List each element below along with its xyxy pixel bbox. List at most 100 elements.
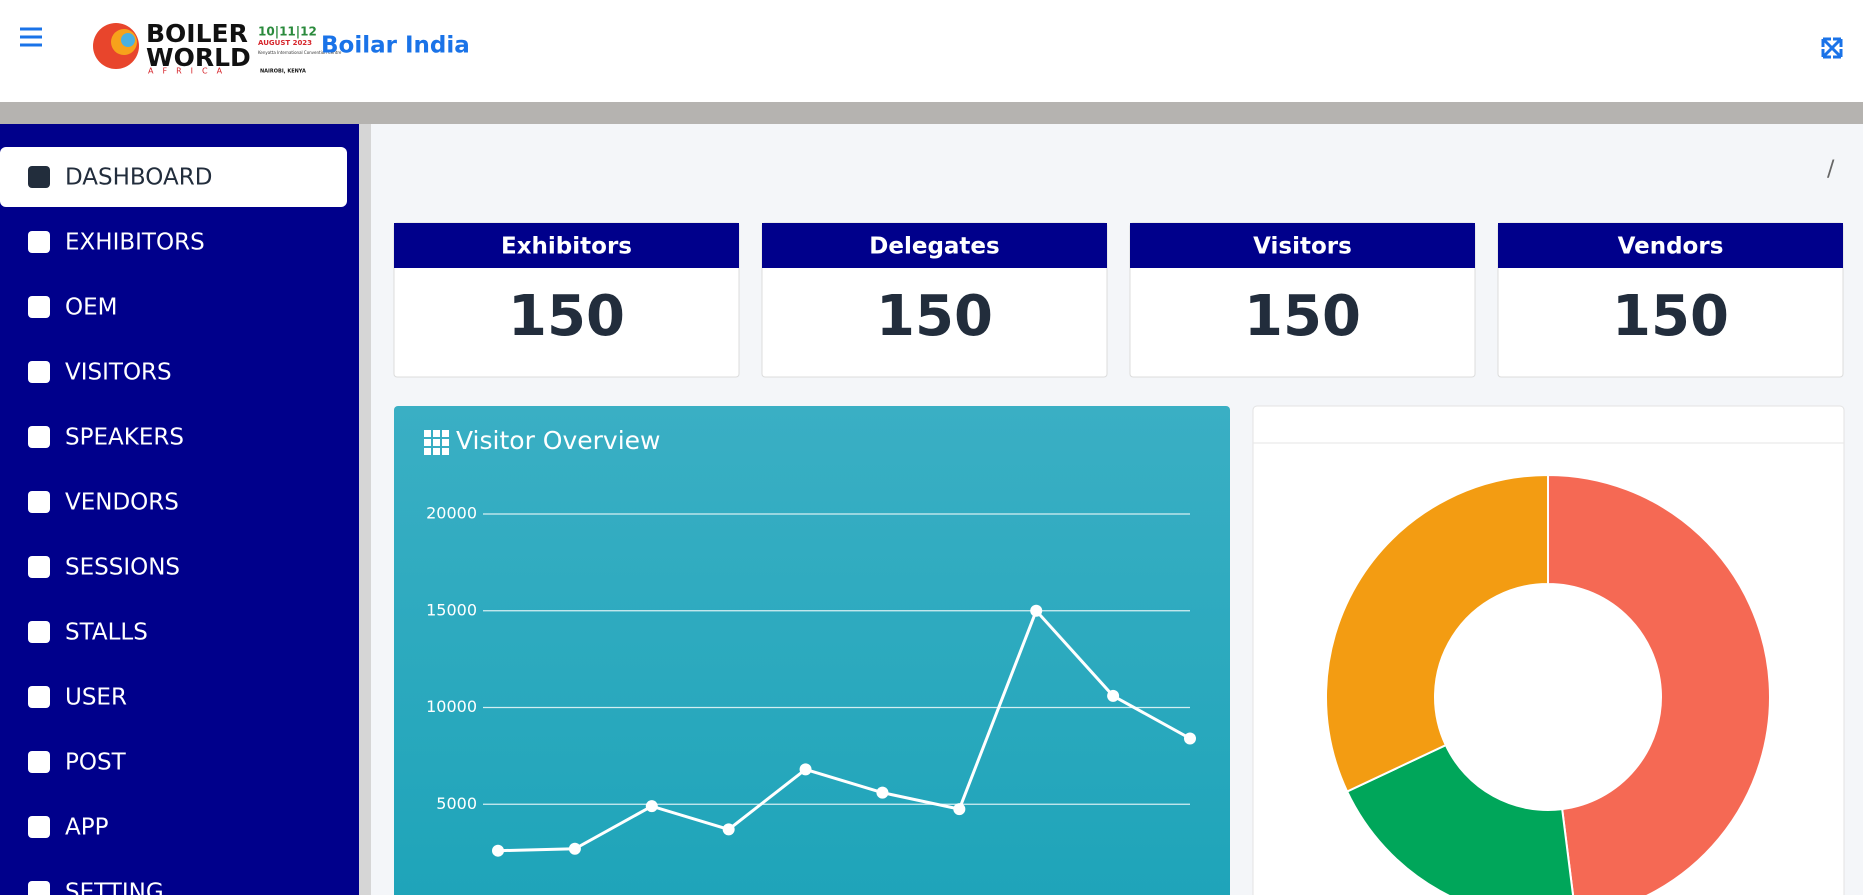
menu-item[interactable]: APP <box>28 815 109 841</box>
menu-icon <box>28 426 50 448</box>
card-title: Visitors <box>1253 234 1352 260</box>
card-value: 150 <box>508 284 625 349</box>
menu-item[interactable]: SESSIONS <box>28 555 180 581</box>
icon-cell <box>442 430 449 437</box>
card-value: 150 <box>1244 284 1361 349</box>
menu-label: SPEAKERS <box>65 425 184 451</box>
card-title: Delegates <box>869 234 999 260</box>
header-shadow <box>0 102 1863 124</box>
menu-item[interactable]: VISITORS <box>28 360 172 386</box>
menu-item[interactable]: SETTING <box>28 880 164 895</box>
logo-venue: Kenyatta International Convention Centre <box>258 50 342 55</box>
card-header <box>1498 223 1843 268</box>
fullscreen-glyph <box>1821 37 1843 59</box>
menu-icon <box>28 881 50 895</box>
point <box>1184 732 1196 745</box>
point <box>568 842 581 855</box>
icon-cell <box>424 439 431 446</box>
menu-label: VENDORS <box>65 490 179 516</box>
point <box>1107 689 1120 702</box>
menu-item[interactable]: USER <box>28 685 127 711</box>
y-tick-label: 5000 <box>436 794 477 813</box>
menu-item[interactable]: OEM <box>28 295 117 321</box>
point <box>1030 604 1043 617</box>
line-chart-panel <box>394 406 1230 895</box>
menu-item[interactable]: DASHBOARD <box>0 147 347 207</box>
menu-icon <box>28 296 50 318</box>
menu-icon <box>28 621 50 643</box>
logo-text: WORLD <box>146 43 251 72</box>
logo-dates: 10|11|12 <box>258 25 317 39</box>
menu-label: DASHBOARD <box>65 165 212 191</box>
stat-card: Vendors 150 <box>1497 222 1844 378</box>
menu-icon <box>28 556 50 578</box>
point <box>953 803 966 816</box>
menu-label: POST <box>65 750 127 776</box>
menu-item[interactable]: POST <box>28 750 127 776</box>
menu-label: SETTING <box>65 880 164 895</box>
icon-cell <box>442 448 449 455</box>
icon-cell <box>433 439 440 446</box>
menu-icon <box>28 686 50 708</box>
donut-slice <box>1325 473 1549 793</box>
icon-cell <box>424 448 431 455</box>
sidebar-edge <box>359 124 371 895</box>
point <box>799 763 812 776</box>
menu-label: SESSIONS <box>65 555 180 581</box>
icon-cell <box>433 448 440 455</box>
menu-label: APP <box>65 815 109 841</box>
line <box>497 607 1191 853</box>
header-bar <box>0 0 1863 102</box>
menu-item[interactable]: VENDORS <box>28 490 179 516</box>
y-tick-label: 10000 <box>426 697 477 716</box>
point <box>645 800 658 813</box>
menu-icon <box>28 166 50 188</box>
logo: BOILER WORLD AFRICA 10|11|12 AUGUST 2023… <box>93 19 342 76</box>
menu-icon <box>28 491 50 513</box>
card-header <box>394 223 739 268</box>
card-value: 150 <box>1612 284 1729 349</box>
grid-icon <box>424 430 449 455</box>
logo-text: BOILER <box>146 19 248 48</box>
icon-cell <box>433 430 440 437</box>
menu-label: OEM <box>65 295 117 321</box>
menu-item[interactable]: EXHIBITORS <box>28 230 205 256</box>
menu-label: USER <box>65 685 127 711</box>
point <box>876 786 889 799</box>
menu-icon <box>28 361 50 383</box>
card-header <box>762 223 1107 268</box>
menu-icon <box>28 231 50 253</box>
logo-month: AUGUST 2023 <box>258 39 312 47</box>
y-tick-label: 15000 <box>426 600 477 619</box>
point <box>722 823 735 836</box>
stat-card: Delegates 150 <box>761 222 1108 378</box>
menu-icon <box>28 816 50 838</box>
breadcrumb: / <box>1827 157 1835 182</box>
menu-label: STALLS <box>65 620 148 646</box>
card-title: Exhibitors <box>501 234 632 260</box>
logo-text: AFRICA <box>148 67 231 76</box>
stat-card: Visitors 150 <box>1129 222 1476 378</box>
y-tick-label: 20000 <box>426 504 477 523</box>
menu-item[interactable]: STALLS <box>28 620 148 646</box>
fullscreen-icon[interactable] <box>1821 37 1843 59</box>
card-value: 150 <box>876 284 993 349</box>
point <box>492 844 504 857</box>
logo-city: NAIROBI, KENYA <box>260 69 306 75</box>
donut-slice <box>1547 473 1771 895</box>
icon-cell <box>442 439 449 446</box>
card-header <box>1130 223 1475 268</box>
menu-label: VISITORS <box>65 360 172 386</box>
card-title: Vendors <box>1618 234 1724 260</box>
logo-flame <box>121 33 135 47</box>
stat-card: Exhibitors 150 <box>393 222 740 378</box>
menu-icon <box>28 751 50 773</box>
hamburger[interactable] <box>20 27 42 47</box>
donut-slice <box>1345 743 1575 895</box>
menu-item[interactable]: SPEAKERS <box>28 425 184 451</box>
menu-label: EXHIBITORS <box>65 230 205 256</box>
brand[interactable]: Boilar India <box>321 33 470 59</box>
chart-title: Visitor Overview <box>456 426 661 455</box>
